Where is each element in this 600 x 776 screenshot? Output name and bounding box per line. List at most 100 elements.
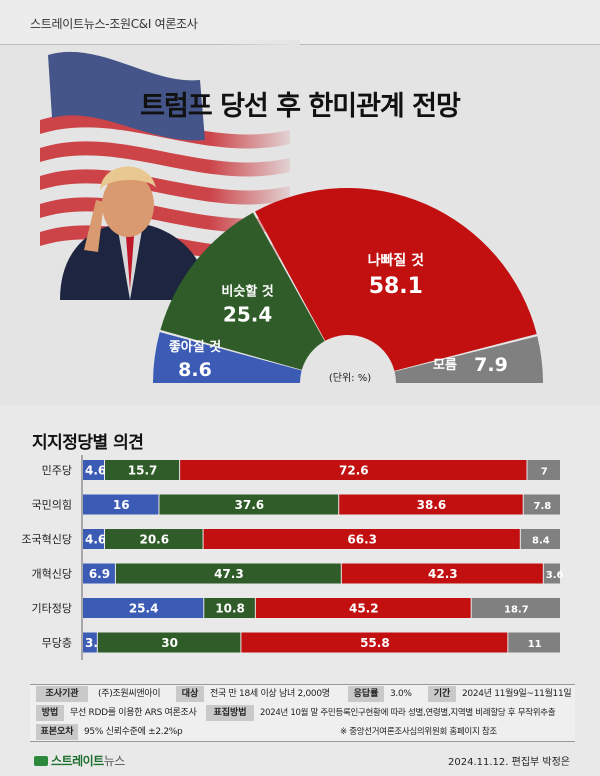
bar-value-label: 4.6 [85, 533, 106, 547]
bar-value-label: 37.6 [235, 498, 265, 512]
bar-value-label: 38.6 [417, 498, 447, 512]
survey-info-row-2: 방법 무선 RDD를 이용한 ARS 여론조사 표집방법 2024년 10월 말… [30, 704, 575, 722]
category-label: 기타정당 [32, 602, 72, 615]
bar-segment-bad [339, 494, 523, 515]
bar-segment-bad [341, 563, 543, 584]
bar-row: 국민의힘 16 37.6 38.6 7.8 [32, 494, 560, 515]
bar-segment-unknown [508, 632, 560, 653]
error-value: 95% 신뢰수준에 ±2.2%p [84, 727, 183, 737]
bar-value-label: 3.6 [546, 570, 564, 581]
donut-value-unknown: 7.9 [474, 354, 508, 376]
bar-segment-similar [115, 563, 341, 584]
bar-value-label: 7.8 [533, 501, 551, 512]
bar-value-label: 11 [528, 639, 542, 650]
donut-label-bad: 나빠질 것 [368, 252, 425, 269]
donut-slice-unknown [394, 336, 543, 383]
section-title: 지지정당별 의견 [32, 433, 144, 453]
bar-segment-good [83, 563, 115, 584]
semi-donut-chart: 좋아질 것 8.6 비슷할 것 25.4 나빠질 것 58.1 모름 7.9 (단위: %) [153, 188, 543, 384]
bar-row: 개혁신당 6.9 47.3 42.3 3.6 [32, 563, 564, 584]
donut-slice-similar [160, 212, 325, 370]
donut-label-similar: 비슷할 것 [221, 284, 273, 300]
bar-value-label: 6.9 [89, 567, 110, 581]
bar-value-label: 55.8 [360, 636, 390, 650]
target-label: 대상 [176, 686, 204, 702]
survey-info: 조사기관 (주)조원씨앤아이 대상 전국 만 18세 이상 남녀 2,000명 … [30, 684, 575, 742]
period-value: 2024년 11월9일~11월11일 [462, 689, 572, 699]
period-label: 기간 [428, 686, 456, 702]
bar-value-label: 30 [161, 636, 178, 650]
bar-segment-unknown [543, 563, 560, 584]
bar-row: 조국혁신당 4.6 20.6 66.3 8.4 [21, 529, 560, 549]
error-label: 표본오차 [36, 724, 78, 740]
donut-label-unknown: 모름 [433, 358, 457, 373]
bar-segment-similar [105, 529, 203, 549]
donut-slice-bad [255, 188, 537, 371]
bar-segment-good [83, 598, 204, 618]
top-bar: 스트레이트뉴스-조원C&I 여론조사 [0, 0, 600, 44]
bar-row: 민주당 4.6 15.7 72.6 7 [42, 460, 560, 480]
target-value: 전국 만 18세 이상 남녀 2,000명 [210, 689, 330, 699]
person-silhouette [60, 166, 210, 300]
flag-illustration [40, 40, 300, 300]
org-label: 조사기관 [36, 686, 88, 702]
response-value: 3.0% [390, 689, 412, 699]
bar-value-label: 4.6 [85, 464, 106, 478]
category-label: 무당층 [42, 637, 72, 650]
bar-value-label: 18.7 [504, 605, 529, 616]
bar-segment-unknown [520, 529, 560, 549]
bar-value-label: 45.2 [349, 602, 379, 616]
donut-slice-good [153, 332, 302, 383]
bar-segment-bad [241, 632, 508, 653]
bar-segment-good [83, 460, 105, 480]
category-label: 개혁신당 [32, 568, 72, 581]
bar-value-label: 16 [113, 498, 130, 512]
credit-line: 2024.11.12. 편집부 박정은 [448, 757, 570, 768]
bar-segment-good [83, 529, 105, 549]
brand-logo: 스트레이트뉴스 [34, 752, 125, 769]
category-label: 민주당 [42, 464, 72, 477]
bar-row: 무당층 3.1 30 55.8 11 [42, 632, 560, 653]
bar-segment-bad [255, 598, 471, 618]
chart-title: 트럼프 당선 후 한미관계 전망 [140, 91, 461, 122]
bar-segment-similar [105, 460, 180, 480]
bar-row: 기타정당 25.4 10.8 45.2 18.7 [32, 598, 560, 618]
brand-logo-icon [34, 756, 48, 766]
category-label: 국민의힘 [32, 499, 72, 512]
weight-value: 2024년 10월 말 주민등록인구현황에 따라 성별,연령별,지역별 비례할당… [260, 708, 556, 718]
bar-value-label: 7 [541, 467, 548, 478]
bar-segment-similar [97, 632, 241, 653]
bar-segment-similar [204, 598, 255, 618]
bar-value-label: 8.4 [532, 536, 550, 547]
bar-value-label: 72.6 [339, 464, 369, 478]
method-label: 방법 [36, 705, 64, 721]
response-label: 응답률 [348, 686, 384, 702]
bar-segment-good [83, 494, 159, 515]
bar-segment-similar [159, 494, 339, 515]
bar-value-label: 42.3 [428, 567, 458, 581]
bar-segment-unknown [471, 598, 560, 618]
donut-value-bad: 58.1 [369, 274, 423, 299]
brand-logo-text: 스트레이트 [51, 754, 104, 768]
source-label: 스트레이트뉴스-조원C&I 여론조사 [30, 17, 198, 31]
weight-label: 표집방법 [206, 705, 254, 721]
bar-segment-unknown [523, 494, 560, 515]
donut-label-good: 좋아질 것 [169, 339, 221, 355]
bar-value-label: 10.8 [215, 602, 245, 616]
bar-value-label: 47.3 [214, 567, 244, 581]
stacked-bar-chart: 민주당 4.6 15.7 72.6 7 국민의힘 16 37.6 38.6 7.8 조국혁신당 4.6… [21, 455, 564, 660]
donut-value-similar: 25.4 [223, 303, 272, 327]
category-label: 조국혁신당 [21, 533, 72, 546]
source-note: ※ 중앙선거여론조사심의위원회 홈페이지 참조 [340, 727, 497, 737]
bar-value-label: 20.6 [139, 533, 169, 547]
unit-label: (단위: %) [329, 371, 371, 384]
bar-segment-bad [203, 529, 520, 549]
survey-info-row-3: 표본오차 95% 신뢰수준에 ±2.2%p ※ 중앙선거여론조사심의위원회 홈페… [30, 723, 575, 741]
bar-value-label: 25.4 [129, 602, 159, 616]
brand-logo-suffix: 뉴스 [103, 754, 126, 768]
survey-info-row-1: 조사기관 (주)조원씨앤아이 대상 전국 만 18세 이상 남녀 2,000명 … [30, 685, 575, 703]
method-value: 무선 RDD를 이용한 ARS 여론조사 [70, 708, 197, 718]
org-value: (주)조원씨앤아이 [98, 689, 161, 699]
bar-segment-unknown [527, 460, 560, 480]
donut-value-good: 8.6 [178, 359, 212, 381]
